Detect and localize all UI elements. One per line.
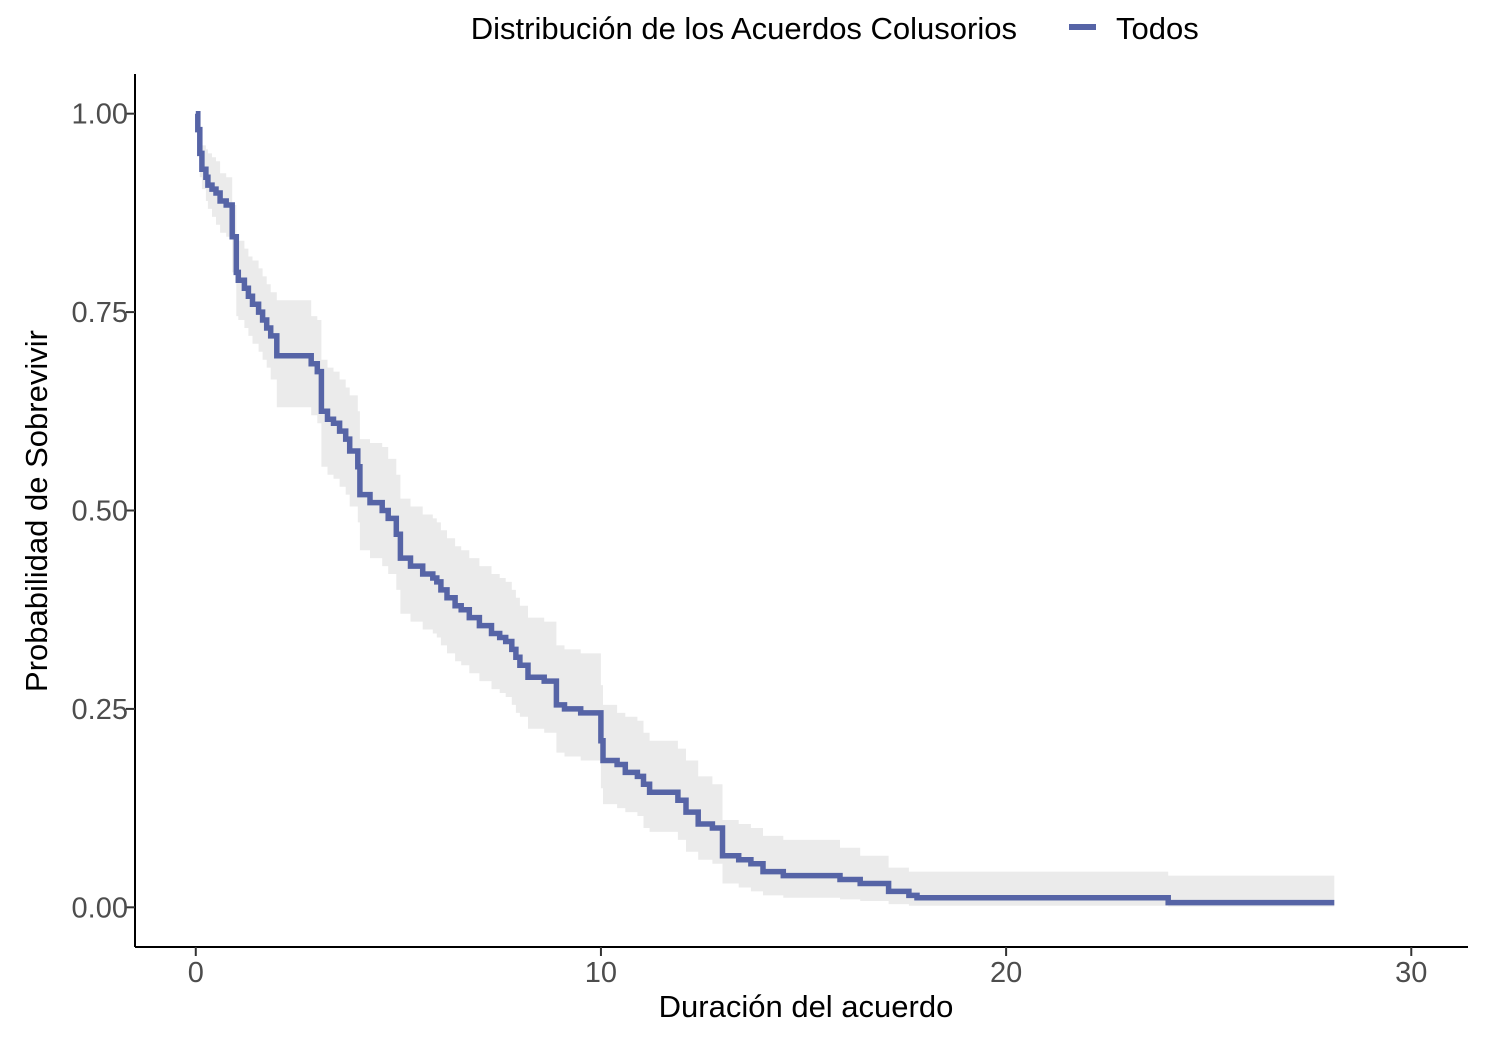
legend-key-todos [1069, 24, 1096, 30]
legend-label-todos: Todos [1116, 11, 1199, 46]
y-axis-ticks: 0.00 0.25 0.50 0.75 1.00 [72, 99, 135, 924]
confidence-band [195, 113, 1335, 907]
x-tick-label: 30 [1395, 957, 1427, 989]
series-lines [195, 110, 1335, 906]
confidence-band-area-0 [195, 113, 1335, 907]
y-tick-label: 0.25 [72, 694, 128, 726]
axes [134, 74, 1468, 948]
x-axis-ticks: 0 10 20 30 [188, 947, 1427, 989]
legend-title: Distribución de los Acuerdos Colusorios [471, 11, 1017, 46]
y-tick-label: 1.00 [72, 99, 128, 131]
legend: Distribución de los Acuerdos Colusorios … [471, 11, 1199, 46]
x-tick-label: 0 [188, 957, 204, 989]
y-tick-label: 0.50 [72, 496, 128, 528]
y-tick-label: 0.75 [72, 297, 128, 329]
series-line-todos [195, 110, 1335, 906]
x-tick-label: 10 [585, 957, 617, 989]
x-axis-title: Duración del acuerdo [659, 989, 954, 1024]
y-tick-label: 0.00 [72, 892, 128, 924]
y-axis-title: Probabilidad de Sobrevivir [19, 330, 54, 692]
x-tick-label: 20 [990, 957, 1022, 989]
